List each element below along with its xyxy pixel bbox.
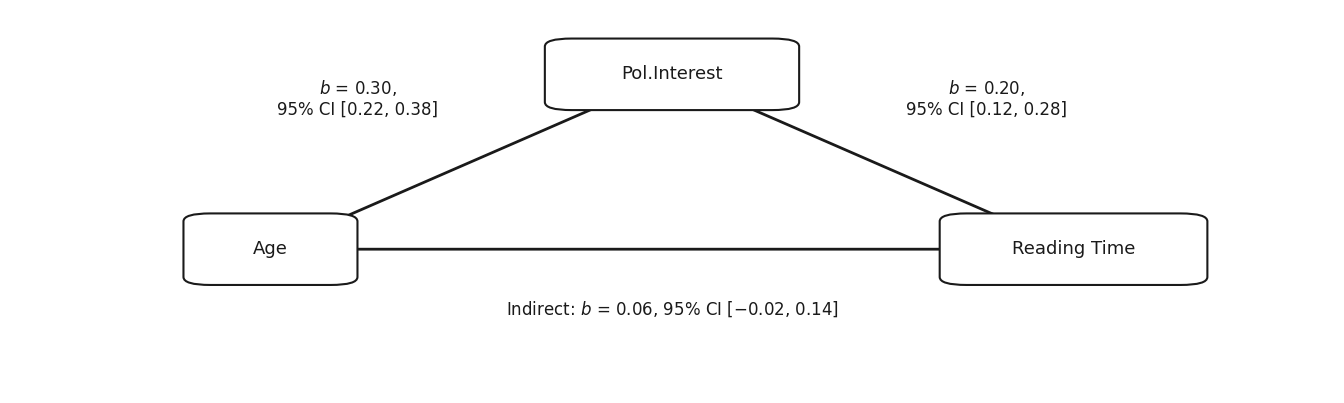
Text: $b$ = 0.30,
95% CI [0.22, 0.38]: $b$ = 0.30, 95% CI [0.22, 0.38] <box>277 78 438 118</box>
Text: Reading Time: Reading Time <box>1012 240 1136 258</box>
FancyBboxPatch shape <box>544 39 800 110</box>
Text: Pol.Interest: Pol.Interest <box>621 65 723 83</box>
FancyBboxPatch shape <box>939 214 1207 285</box>
FancyBboxPatch shape <box>184 214 358 285</box>
Text: Age: Age <box>253 240 288 258</box>
Text: Indirect: $b$ = 0.06, 95% CI [−0.02, 0.14]: Indirect: $b$ = 0.06, 95% CI [−0.02, 0.1… <box>505 299 839 319</box>
Text: $b$ = 0.20,
95% CI [0.12, 0.28]: $b$ = 0.20, 95% CI [0.12, 0.28] <box>906 78 1067 118</box>
